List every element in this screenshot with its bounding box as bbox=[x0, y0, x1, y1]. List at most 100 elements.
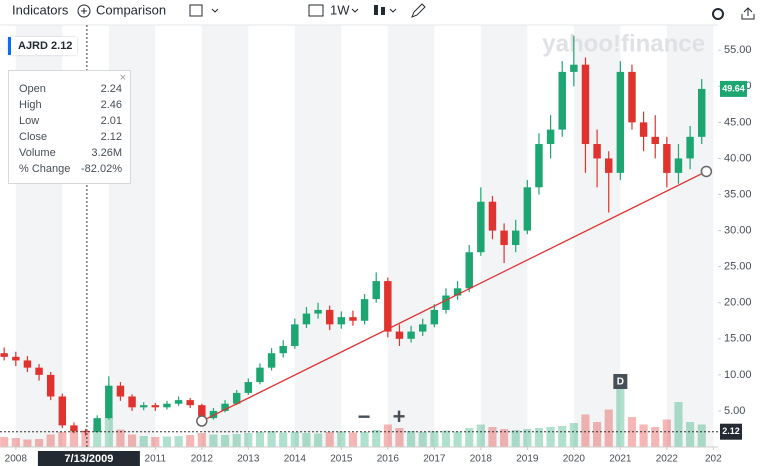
zoom-out[interactable]: − bbox=[358, 404, 371, 429]
candle-body bbox=[535, 144, 543, 188]
volume-bar bbox=[418, 432, 427, 447]
x-tick-label: 2019 bbox=[516, 454, 539, 465]
candle-body bbox=[139, 405, 148, 408]
chart-type-icon[interactable] bbox=[374, 5, 378, 15]
x-tick-label: 2020 bbox=[563, 454, 586, 465]
interval-button[interactable]: 1W bbox=[330, 2, 350, 17]
year-band bbox=[573, 25, 621, 447]
tooltip-value: 2.24 bbox=[100, 83, 122, 95]
calendar-icon[interactable] bbox=[189, 4, 203, 17]
plus-icon bbox=[77, 4, 91, 18]
volume-bar bbox=[0, 437, 9, 447]
last-price-label: 49.64 bbox=[722, 83, 745, 93]
x-tick-label: 2008 bbox=[5, 454, 28, 465]
candle-body bbox=[174, 400, 183, 404]
plot: D bbox=[0, 35, 713, 447]
volume-bar bbox=[116, 429, 125, 447]
candle-body bbox=[337, 317, 346, 325]
plus-icon bbox=[81, 8, 87, 14]
tooltip-key: Volume bbox=[19, 147, 56, 159]
x-tick-label: 2012 bbox=[191, 454, 214, 465]
candle-body bbox=[198, 405, 206, 419]
volume-bar bbox=[221, 435, 230, 447]
candle-body bbox=[488, 201, 497, 231]
trendline-handle bbox=[196, 415, 208, 427]
candle-body bbox=[372, 281, 380, 300]
zoom-controls: − + bbox=[358, 404, 406, 429]
volume-bar bbox=[546, 427, 555, 447]
crosshair-price: 2.12 bbox=[722, 426, 740, 436]
candle-body bbox=[628, 71, 636, 123]
volume-bar bbox=[441, 430, 451, 447]
indicators-button[interactable]: Indicators bbox=[12, 2, 69, 17]
close-button[interactable]: × bbox=[119, 72, 126, 84]
candle-body bbox=[477, 201, 485, 253]
y-tick-label: 15.00 bbox=[724, 333, 752, 345]
candle-body bbox=[209, 410, 218, 419]
tooltip-row: High 2.46 bbox=[19, 97, 122, 113]
candle-body bbox=[570, 64, 578, 72]
crosshair-date-tag bbox=[37, 451, 140, 466]
candle-body bbox=[302, 313, 311, 325]
volume-bar bbox=[93, 424, 102, 447]
candle-body bbox=[232, 392, 241, 404]
volume-bar bbox=[581, 414, 590, 447]
candle-body bbox=[23, 360, 32, 368]
x-tick-label: 2021 bbox=[609, 454, 632, 465]
year-band bbox=[201, 25, 249, 447]
share-icon[interactable] bbox=[741, 7, 755, 20]
candle-body bbox=[244, 382, 253, 393]
candle-body bbox=[581, 64, 590, 145]
zoom-in[interactable]: + bbox=[393, 404, 406, 429]
candle-body bbox=[93, 418, 101, 432]
candle-body bbox=[116, 385, 125, 397]
year-band bbox=[666, 25, 714, 447]
volume-bar bbox=[407, 431, 416, 447]
draw-icon[interactable] bbox=[411, 3, 426, 18]
tooltip-key: Low bbox=[19, 115, 40, 127]
candle-body bbox=[418, 324, 427, 332]
volume-bar bbox=[279, 432, 288, 447]
tooltip-row: Volume 3.26M bbox=[19, 145, 122, 161]
volume-bar bbox=[302, 433, 311, 447]
ticker: AJRD bbox=[18, 40, 48, 52]
tooltip-value: 2.12 bbox=[100, 131, 122, 143]
interval-icon[interactable] bbox=[308, 4, 324, 17]
y-tick-label: 20.00 bbox=[724, 297, 752, 309]
y-tick-label: 25.00 bbox=[724, 261, 752, 273]
candle-body bbox=[430, 309, 439, 325]
volume-bar bbox=[244, 433, 253, 447]
volume-bar bbox=[569, 423, 578, 447]
y-tick-label: 55.00 bbox=[724, 44, 752, 56]
volume-bar bbox=[511, 430, 520, 447]
volume-bar bbox=[593, 422, 602, 447]
volume-bar bbox=[383, 424, 392, 447]
volume-bar bbox=[290, 432, 299, 447]
candle-body bbox=[35, 367, 43, 375]
volume-bar bbox=[476, 424, 485, 447]
x-tick-label: 2015 bbox=[330, 454, 353, 465]
candle-body bbox=[663, 144, 671, 173]
volume-bar bbox=[232, 434, 241, 447]
candle-body bbox=[58, 396, 67, 426]
chevron bbox=[211, 8, 219, 13]
candle-body bbox=[558, 71, 566, 130]
candle-body bbox=[151, 405, 160, 408]
volume-bar bbox=[627, 417, 637, 447]
volume-bar bbox=[58, 432, 67, 447]
trendline-handle bbox=[700, 165, 713, 178]
volume-bar bbox=[395, 428, 404, 447]
x-tick-label: 2016 bbox=[377, 454, 400, 465]
crosshair-date: 7/13/2009 bbox=[64, 453, 113, 465]
volume-bar bbox=[534, 428, 544, 447]
candle-body bbox=[546, 129, 555, 145]
candle-body bbox=[163, 403, 171, 408]
volume-bar bbox=[453, 431, 462, 447]
settings-icon[interactable] bbox=[712, 8, 724, 20]
tooltip-value: 2.46 bbox=[100, 99, 122, 111]
tooltip-row: Open 2.24 bbox=[19, 81, 122, 97]
comparison-button[interactable]: Comparison bbox=[96, 2, 166, 17]
year-band bbox=[387, 25, 435, 447]
